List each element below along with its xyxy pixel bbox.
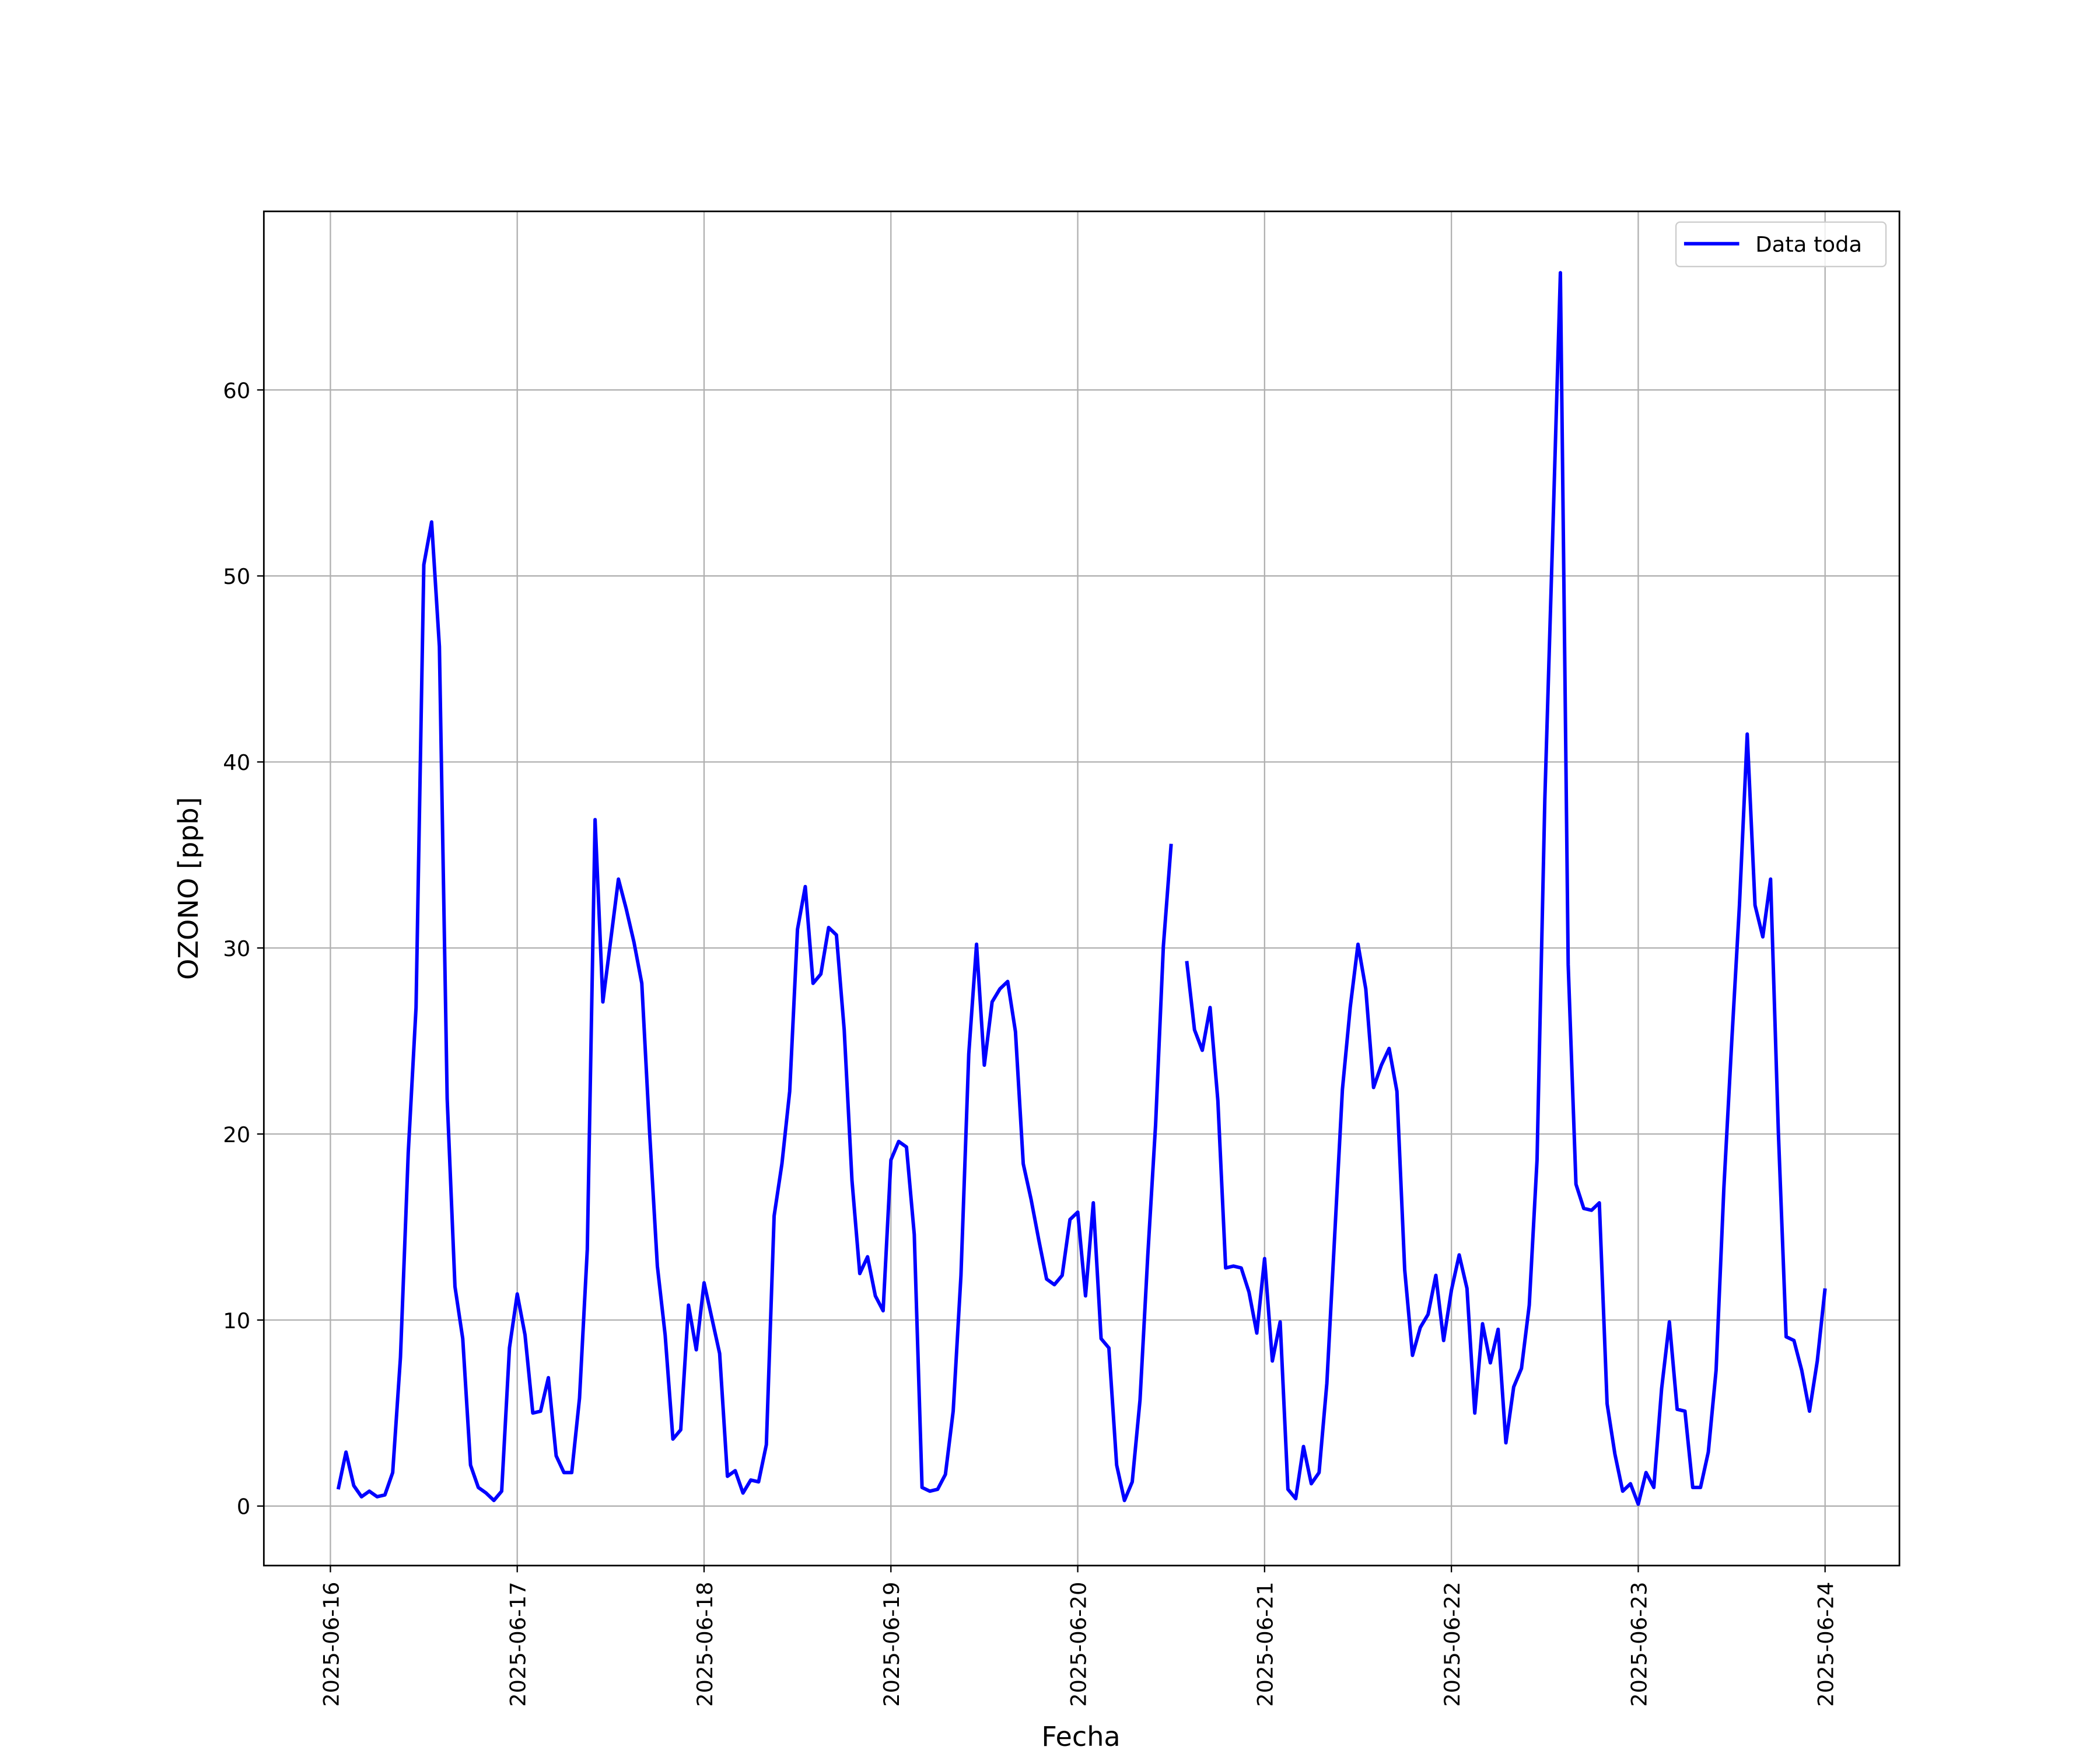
x-axis-label: Fecha [1041,1721,1120,1750]
y-tick-label: 60 [223,378,250,403]
y-tick-label: 10 [223,1308,250,1334]
plot-frame [262,210,1901,1567]
x-tick-label: 2025-06-23 [1626,1582,1651,1707]
y-tick-label: 20 [223,1122,250,1147]
x-tick-label: 2025-06-24 [1814,1582,1839,1707]
data-line [336,271,1827,1506]
y-tick-label: 50 [223,564,250,589]
legend: Data toda [1675,221,1887,268]
x-tick-label: 2025-06-20 [1066,1582,1091,1707]
legend-label: Data toda [1755,232,1862,257]
x-tick-label: 2025-06-19 [879,1582,904,1707]
x-tick-label: 2025-06-21 [1253,1582,1278,1707]
y-tick-label: 40 [223,750,250,775]
x-tick-label: 2025-06-17 [506,1582,531,1707]
y-tick-label: 0 [237,1494,250,1520]
x-tick-label: 2025-06-22 [1440,1582,1465,1707]
y-axis-label: OZONO [ppb] [173,797,204,980]
legend-box [1675,221,1887,268]
x-tick-label: 2025-06-18 [692,1582,718,1707]
y-tick-label: 30 [223,936,250,961]
x-tick-label: 2025-06-16 [318,1582,344,1707]
